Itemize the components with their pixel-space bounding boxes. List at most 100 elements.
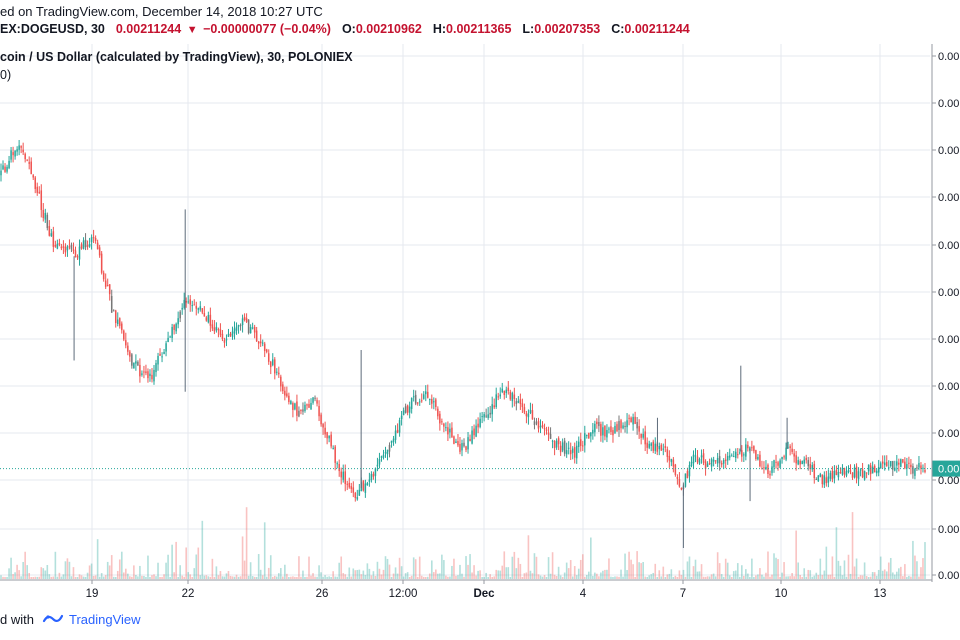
volume-bar bbox=[789, 576, 791, 579]
volume-bar bbox=[414, 559, 417, 579]
volume-bar bbox=[416, 576, 419, 579]
volume-bar bbox=[684, 576, 687, 579]
candle-body bbox=[728, 455, 731, 458]
candle-body bbox=[539, 426, 542, 428]
volume-bar bbox=[853, 566, 856, 579]
volume-bar bbox=[215, 566, 218, 579]
volume-bar bbox=[702, 576, 705, 579]
candle-body bbox=[48, 226, 51, 236]
candle-body bbox=[833, 470, 836, 479]
volume-bar bbox=[573, 566, 576, 579]
volume-bar bbox=[241, 536, 244, 579]
volume-bar bbox=[404, 573, 407, 579]
candle-body bbox=[380, 456, 383, 458]
volume-bar bbox=[509, 576, 512, 579]
volume-bar bbox=[86, 572, 89, 579]
volume-bar bbox=[155, 576, 157, 579]
close-label: C: bbox=[611, 22, 625, 36]
candle-body bbox=[366, 483, 369, 486]
candle-body bbox=[10, 150, 12, 160]
candle-body bbox=[269, 361, 272, 368]
volume-bar bbox=[805, 576, 808, 579]
candle-body bbox=[76, 256, 79, 258]
candle-body bbox=[257, 341, 260, 344]
candle-body bbox=[563, 440, 566, 454]
volume-bar bbox=[129, 576, 131, 579]
candle-body bbox=[412, 396, 415, 398]
candle-body bbox=[84, 239, 87, 248]
volume-bar bbox=[62, 574, 65, 579]
candle-body bbox=[602, 427, 604, 436]
volume-bar bbox=[374, 575, 377, 579]
volume-bar bbox=[793, 576, 795, 579]
candle-body bbox=[247, 319, 250, 334]
candle-body bbox=[119, 318, 121, 326]
candle-body bbox=[163, 351, 165, 354]
published-note: ed on TradingView.com, December 14, 2018… bbox=[0, 4, 323, 22]
volume-bar bbox=[36, 576, 39, 579]
volume-bar bbox=[916, 561, 918, 579]
footer-brand[interactable]: TradingView bbox=[68, 612, 141, 627]
candle-body bbox=[394, 430, 397, 440]
candle-body bbox=[159, 353, 161, 356]
volume-bar bbox=[555, 575, 558, 579]
volume-bar bbox=[638, 562, 640, 579]
volume-bar bbox=[227, 570, 230, 579]
candle-body bbox=[638, 426, 640, 432]
candle-body bbox=[435, 399, 437, 407]
low-label: L: bbox=[522, 22, 535, 36]
volume-bar bbox=[563, 572, 566, 579]
candle-body bbox=[123, 330, 125, 340]
candle-body bbox=[690, 461, 693, 466]
candle-body bbox=[88, 244, 91, 247]
volume-bar bbox=[835, 527, 838, 579]
candle-body bbox=[32, 175, 34, 178]
volume-bar bbox=[302, 570, 304, 579]
volume-legend: 0) bbox=[0, 68, 11, 86]
candle-body bbox=[376, 464, 379, 467]
volume-bar bbox=[751, 558, 753, 579]
candle-body bbox=[342, 471, 344, 480]
candle-body bbox=[261, 342, 264, 344]
candle-body bbox=[352, 487, 355, 493]
volume-bar bbox=[644, 576, 646, 579]
volume-bar bbox=[251, 576, 254, 579]
candle-body bbox=[535, 422, 538, 424]
volume-bar bbox=[690, 576, 693, 579]
candle-body bbox=[390, 440, 393, 443]
volume-bar bbox=[499, 570, 502, 579]
volume-bar bbox=[759, 568, 761, 579]
candle-body bbox=[276, 371, 278, 373]
candle-body bbox=[571, 448, 574, 453]
candle-body bbox=[86, 245, 89, 247]
volume-bar bbox=[88, 565, 91, 579]
volume-bar bbox=[26, 565, 28, 579]
volume-bar bbox=[783, 562, 785, 579]
candle-body bbox=[358, 489, 361, 496]
candle-body bbox=[767, 464, 769, 474]
volume-bar bbox=[891, 572, 894, 579]
candle-body bbox=[197, 308, 200, 310]
volume-bar bbox=[678, 570, 681, 579]
volume-bar bbox=[445, 575, 447, 579]
candle-body bbox=[193, 304, 196, 306]
candle-body bbox=[565, 450, 568, 455]
volume-bar bbox=[626, 570, 628, 579]
footer-attribution[interactable]: d with TradingView bbox=[0, 612, 141, 632]
volume-bar bbox=[68, 561, 71, 579]
volume-bar bbox=[18, 570, 20, 579]
y-tick-label: 0.00 bbox=[938, 192, 959, 204]
candle-body bbox=[135, 361, 137, 364]
candle-body bbox=[825, 477, 828, 484]
volume-bar bbox=[811, 576, 814, 579]
candle-body bbox=[219, 329, 222, 335]
volume-bar bbox=[90, 563, 93, 579]
volume-bar bbox=[110, 555, 113, 579]
volume-bar bbox=[632, 564, 634, 579]
volume-bar bbox=[779, 576, 781, 579]
y-tick-label: 0.00 bbox=[938, 428, 959, 440]
candle-body bbox=[68, 246, 71, 248]
volume-bar bbox=[171, 544, 173, 579]
candle-body bbox=[243, 316, 246, 320]
